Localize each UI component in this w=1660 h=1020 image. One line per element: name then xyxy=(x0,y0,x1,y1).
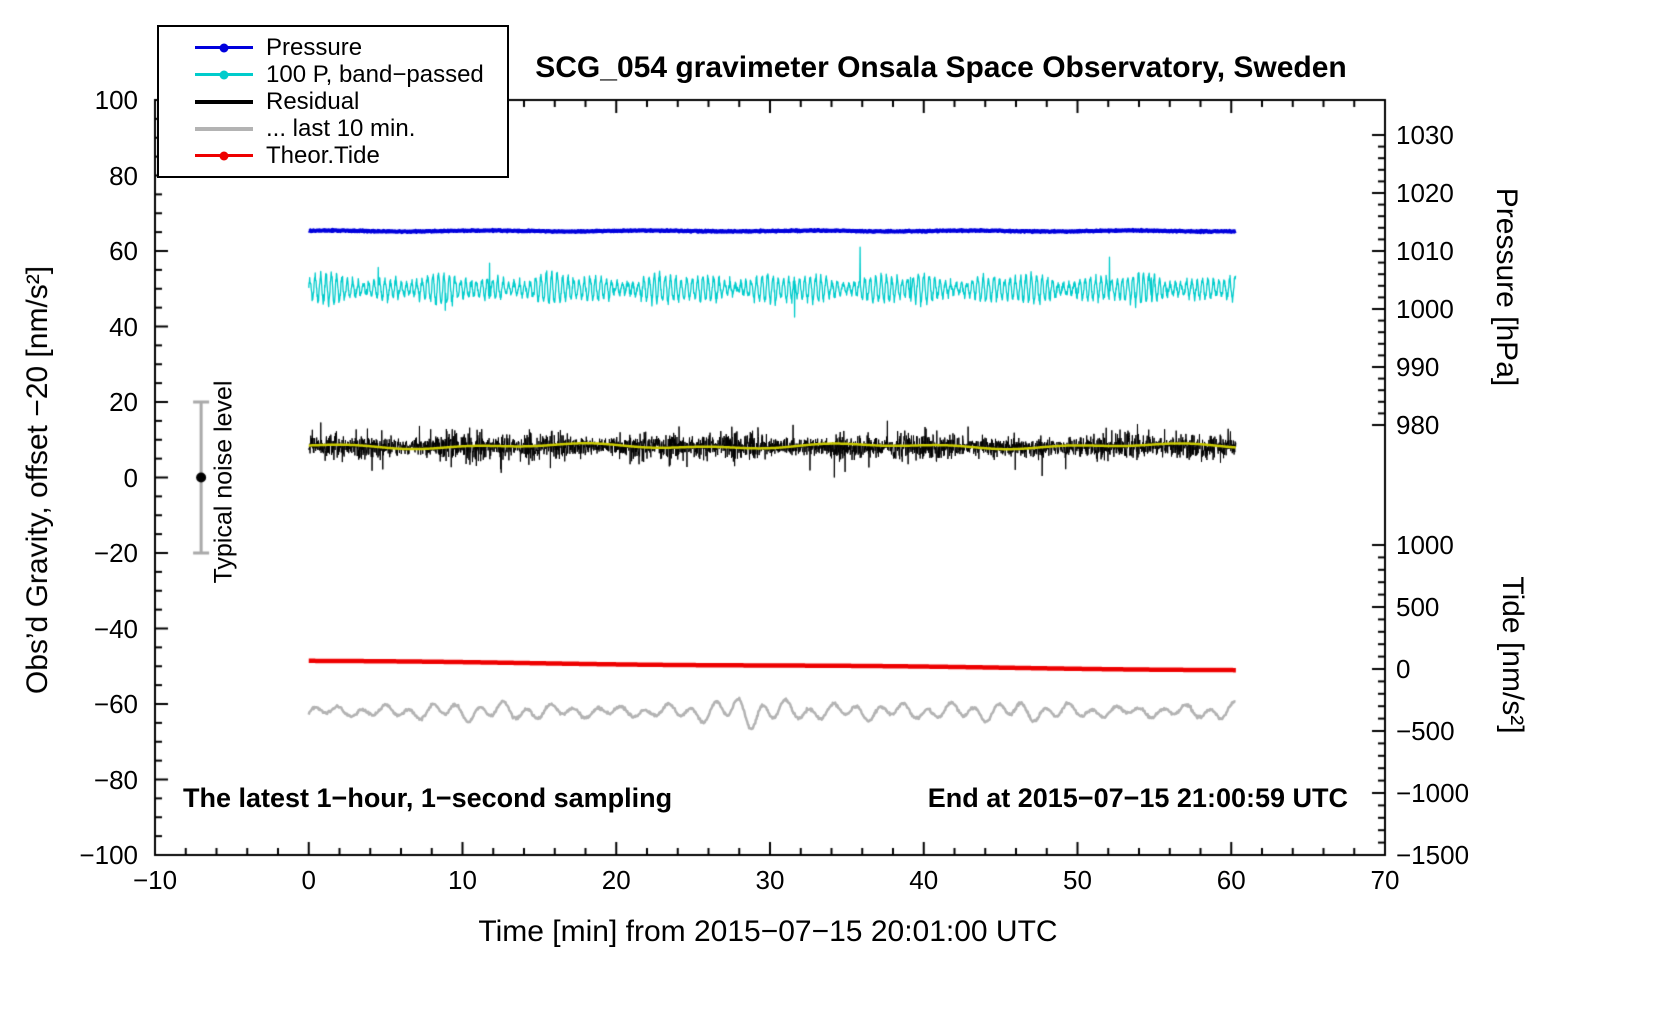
legend-item: Residual xyxy=(159,88,507,115)
pressure-axis-tick-label: 1020 xyxy=(1396,178,1454,208)
left-axis-tick-label: −40 xyxy=(93,613,138,644)
left-axis-tick-label: 20 xyxy=(109,387,138,417)
x-axis-tick-label: 0 xyxy=(301,865,316,895)
pressure-axis-tick-label: 990 xyxy=(1396,352,1440,382)
left-axis-tick-label: 60 xyxy=(109,236,138,266)
x-axis-label: Time [min] from 2015−07−15 20:01:00 UTC xyxy=(478,915,1058,948)
x-axis-tick-label: 10 xyxy=(448,865,477,895)
left-axis-tick-label: 80 xyxy=(109,160,138,191)
x-axis-tick-label: 50 xyxy=(1063,865,1092,895)
sampling-annotation: The latest 1−hour, 1−second sampling xyxy=(183,783,673,813)
legend-label: ... last 10 min. xyxy=(266,114,416,142)
left-axis-tick-label: −80 xyxy=(93,764,138,795)
legend-item: Pressure xyxy=(159,34,507,61)
pressure-axis-tick-label: 1010 xyxy=(1396,236,1454,266)
tide-axis-tick-label: 0 xyxy=(1396,654,1411,684)
x-axis-tick-label: 30 xyxy=(755,865,785,895)
pressure-axis-tick-label: 1030 xyxy=(1396,120,1454,150)
legend-item: Theor.Tide xyxy=(159,142,507,169)
legend-label: Residual xyxy=(266,87,360,115)
legend-label: Theor.Tide xyxy=(266,141,380,169)
left-axis-tick-label: −20 xyxy=(93,538,138,568)
legend-marker xyxy=(195,43,253,52)
tide-axis-tick-label: 500 xyxy=(1396,592,1440,622)
left-axis-tick-label: 0 xyxy=(123,462,138,493)
typical-noise-level-label: Typical noise level xyxy=(209,380,238,584)
legend-marker xyxy=(195,126,253,131)
tide-axis-tick-label: 1000 xyxy=(1396,530,1454,560)
legend-label: Pressure xyxy=(266,33,363,61)
legend-item: 100 P, band−passed xyxy=(159,61,507,88)
x-axis-tick-label: 40 xyxy=(909,865,939,895)
left-axis-tick-label: 100 xyxy=(94,85,138,115)
legend-dot-icon xyxy=(219,151,229,160)
left-axis-tick-label: −60 xyxy=(93,689,138,719)
x-axis-tick-label: 20 xyxy=(601,865,631,895)
legend-dot-icon xyxy=(219,43,229,52)
legend: Pressure 100 P, band−passed Residual... la… xyxy=(157,25,509,178)
tide-axis-tick-label: −500 xyxy=(1396,716,1455,746)
legend-item: ... last 10 min. xyxy=(159,115,507,142)
legend-marker xyxy=(195,70,253,79)
legend-marker xyxy=(195,99,253,104)
x-axis-tick-label: 60 xyxy=(1216,865,1246,895)
legend-label: 100 P, band−passed xyxy=(266,60,484,88)
chart-title: SCG_054 gravimeter Onsala Space Observat… xyxy=(535,51,1347,84)
pressure-axis-tick-label: 980 xyxy=(1396,410,1440,440)
legend-marker xyxy=(195,151,253,160)
pressure-axis-tick-label: 1000 xyxy=(1396,294,1454,324)
pressure-axis-label: Pressure [hPa] xyxy=(1490,187,1523,387)
x-axis-tick-label: 70 xyxy=(1370,865,1400,895)
legend-dot-icon xyxy=(219,70,229,79)
x-axis-tick-label: −10 xyxy=(132,865,178,895)
left-axis-tick-label: −100 xyxy=(79,840,138,870)
end-time-annotation: End at 2015−07−15 21:00:59 UTC xyxy=(927,783,1348,813)
tide-axis-label: Tide [nm/s²] xyxy=(1496,576,1529,734)
tide-axis-tick-label: −1500 xyxy=(1396,840,1470,870)
left-axis-tick-label: 40 xyxy=(109,311,138,342)
tide-axis-tick-label: −1000 xyxy=(1396,778,1470,808)
